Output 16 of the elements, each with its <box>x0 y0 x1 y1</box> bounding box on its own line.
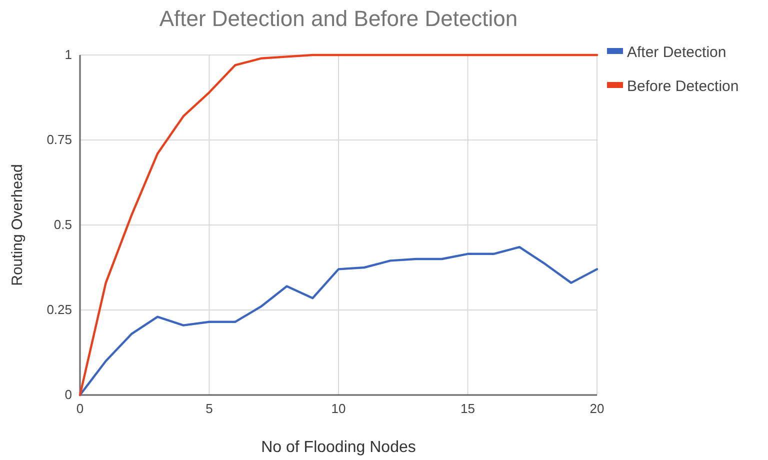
x-tick-label: 10 <box>331 401 346 416</box>
y-tick-label: 0.5 <box>54 217 72 232</box>
y-tick-label: 0.25 <box>46 302 72 317</box>
x-tick-label: 5 <box>206 401 213 416</box>
y-axis-title: Routing Overhead <box>9 164 26 286</box>
chart-title: After Detection and Before Detection <box>159 6 518 31</box>
line-series <box>78 54 598 396</box>
x-tick-label: 15 <box>460 401 475 416</box>
y-tick-label: 0.75 <box>46 132 72 147</box>
x-axis-title: No of Flooding Nodes <box>261 439 416 456</box>
x-tick-label: 20 <box>590 401 604 416</box>
legend-label: After Detection <box>627 44 726 61</box>
x-tick-label: 0 <box>76 401 84 416</box>
y-tick-label: 0 <box>64 387 72 402</box>
legend-label: Before Detection <box>627 78 739 95</box>
y-tick-label: 1 <box>64 47 72 62</box>
